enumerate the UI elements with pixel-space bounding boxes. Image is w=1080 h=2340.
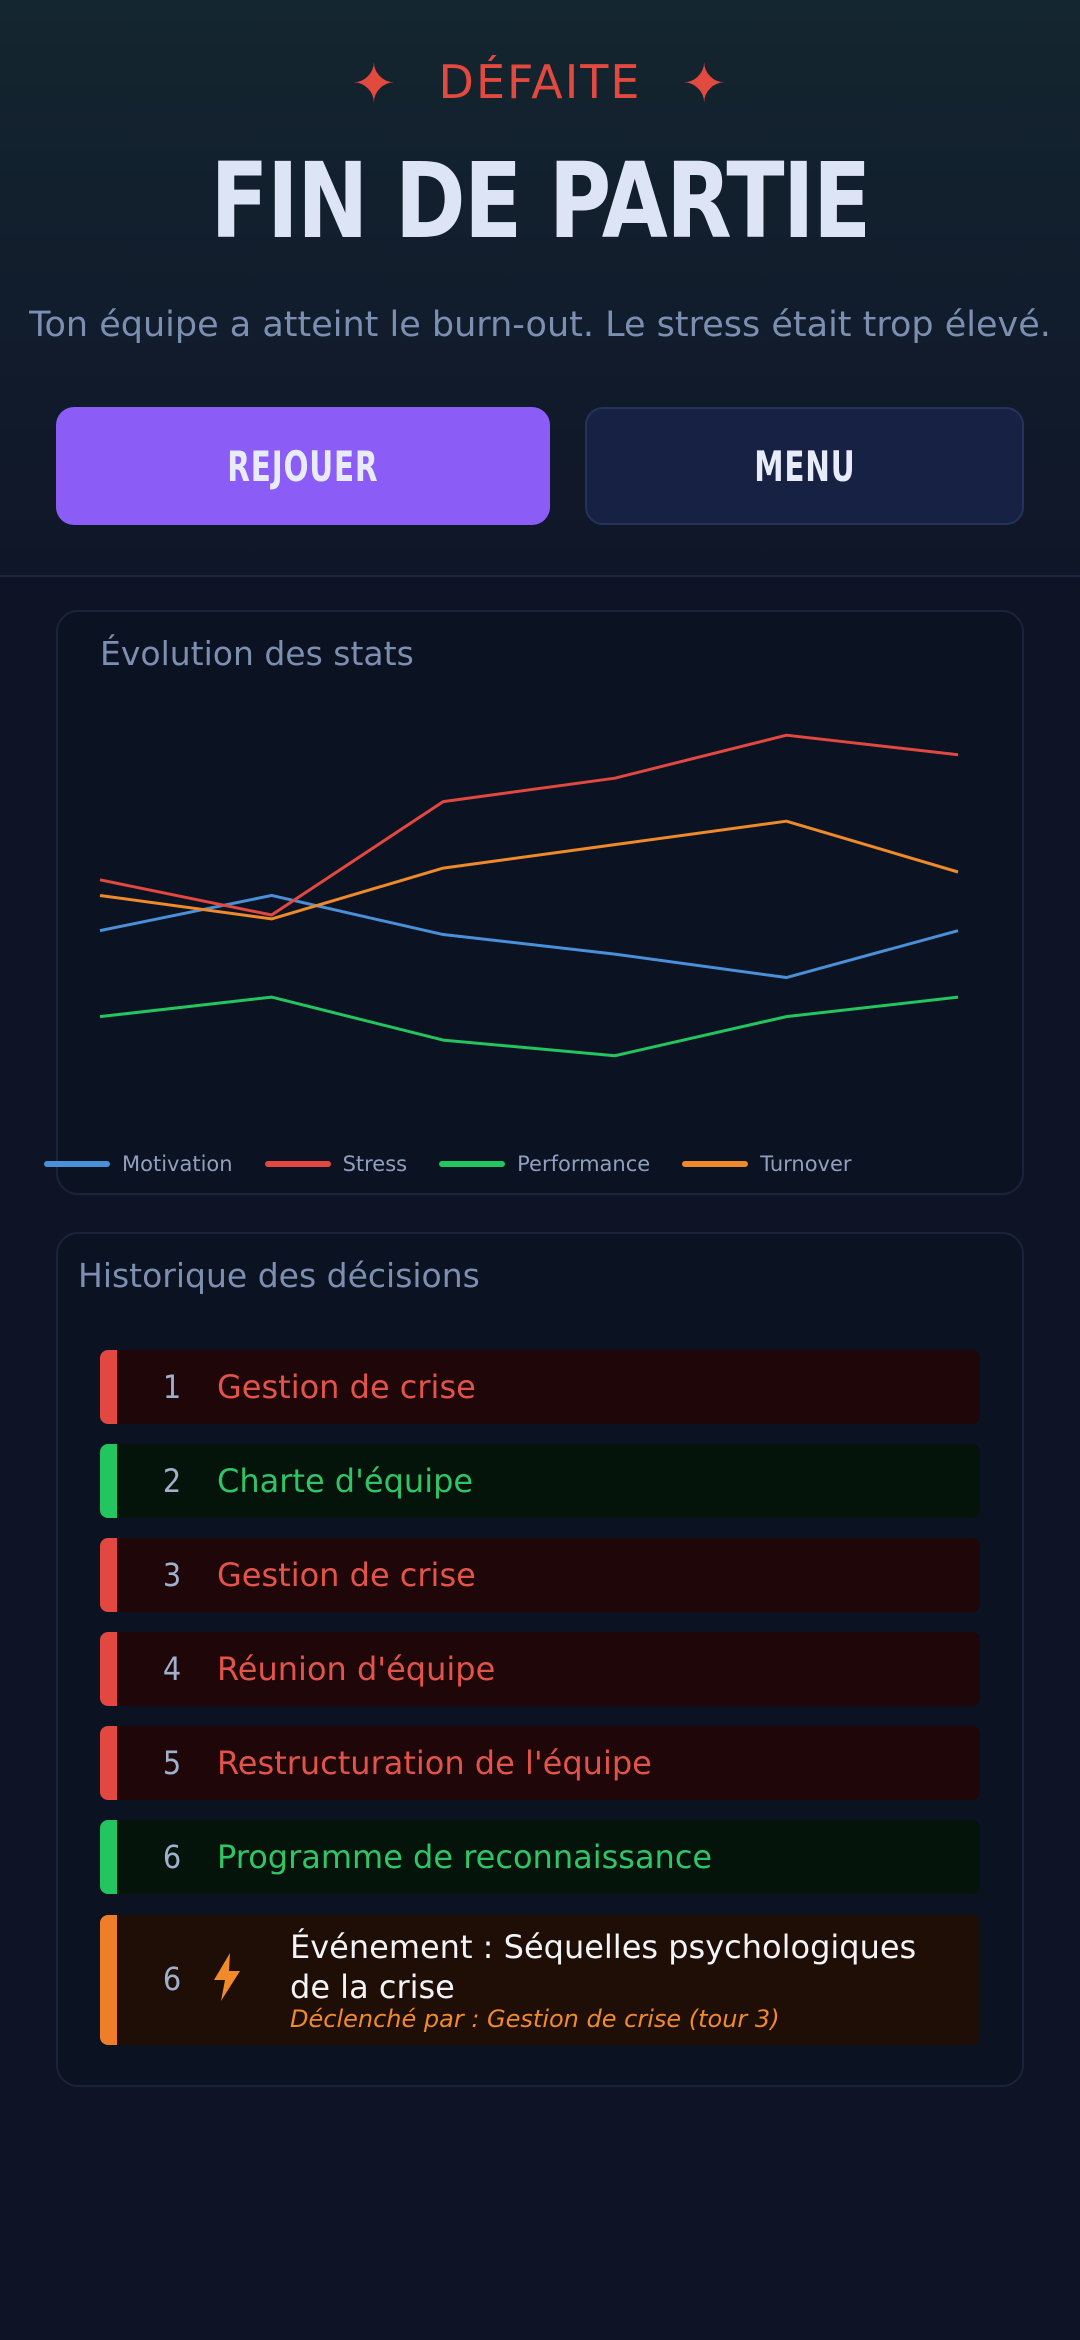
row-status-bar xyxy=(100,1538,117,1612)
row-decision-label: Réunion d'équipe xyxy=(217,1650,496,1688)
result-message: Ton équipe a atteint le burn-out. Le str… xyxy=(29,305,1051,345)
legend-swatch xyxy=(44,1161,110,1167)
row-status-bar xyxy=(100,1350,117,1424)
legend-item: Motivation xyxy=(44,1152,233,1176)
event-title: Événement : Séquelles psychologiques de … xyxy=(290,1928,917,2006)
row-turn-number: 6 xyxy=(162,1838,182,1876)
row-decision-label: Programme de reconnaissance xyxy=(217,1838,713,1876)
history-title: Historique des décisions xyxy=(78,1256,480,1295)
series-line-motivation xyxy=(99,893,959,980)
legend-label: Performance xyxy=(517,1152,651,1176)
legend-swatch xyxy=(264,1161,331,1167)
replay-button-label: REJOUER xyxy=(227,441,379,491)
event-trigger: Déclenché par : Gestion de crise (tour 3… xyxy=(290,2005,780,2033)
row-status-bar xyxy=(100,1726,117,1800)
row-turn-number: 5 xyxy=(162,1744,182,1782)
star-icon: ✦ xyxy=(351,52,399,115)
result-header: ✦ DÉFAITE ✦ FIN DE PARTIE Ton équipe a att… xyxy=(0,0,1080,577)
replay-button[interactable]: REJOUER xyxy=(56,407,550,525)
history-row: 1 Gestion de crise xyxy=(100,1350,980,1424)
history-row: 6 Programme de reconnaissance xyxy=(100,1820,980,1894)
stats-line-chart xyxy=(99,733,959,1058)
row-status-bar xyxy=(100,1820,117,1894)
row-decision-label: Restructuration de l'équipe xyxy=(217,1744,652,1782)
row-turn-number: 2 xyxy=(162,1462,182,1500)
row-turn-number: 3 xyxy=(162,1556,182,1594)
row-turn-number: 4 xyxy=(162,1650,182,1688)
star-icon: ✦ xyxy=(681,52,729,115)
row-decision-label: Gestion de crise xyxy=(217,1556,476,1594)
history-row: 2 Charte d'équipe xyxy=(100,1444,980,1518)
history-row: 5 Restructuration de l'équipe xyxy=(100,1726,980,1800)
series-line-stress xyxy=(99,733,959,917)
page-title: FIN DE PARTIE xyxy=(210,140,871,262)
history-row: 4 Réunion d'équipe xyxy=(100,1632,980,1706)
legend-item: Turnover xyxy=(682,1152,852,1176)
row-turn-number: 1 xyxy=(162,1368,182,1406)
status-label: DÉFAITE xyxy=(438,55,642,109)
legend-swatch xyxy=(682,1161,749,1167)
legend-label: Stress xyxy=(342,1152,408,1176)
row-status-bar xyxy=(100,1444,117,1518)
lightning-icon xyxy=(214,1953,240,2001)
row-decision-label: Charte d'équipe xyxy=(217,1462,474,1500)
legend-item: Performance xyxy=(439,1152,650,1176)
row-turn-number: 6 xyxy=(162,1960,182,1998)
legend-label: Motivation xyxy=(122,1152,233,1176)
legend-swatch xyxy=(439,1161,506,1167)
chart-legend: Motivation Stress Performance Turnover xyxy=(44,1152,884,1176)
row-status-bar xyxy=(100,1915,117,2045)
chart-title: Évolution des stats xyxy=(100,634,414,673)
result-status: ✦ DÉFAITE ✦ xyxy=(0,52,1080,115)
row-decision-label: Gestion de crise xyxy=(217,1368,476,1406)
legend-label: Turnover xyxy=(760,1152,852,1176)
history-row: 3 Gestion de crise xyxy=(100,1538,980,1612)
menu-button-label: MENU xyxy=(753,441,856,491)
series-line-turnover xyxy=(99,819,959,921)
legend-item: Stress xyxy=(264,1152,408,1176)
series-line-performance xyxy=(99,995,959,1058)
event-row: 6 Événement : Séquelles psychologiques d… xyxy=(100,1915,980,2045)
row-status-bar xyxy=(100,1632,117,1706)
menu-button[interactable]: MENU xyxy=(585,407,1024,525)
